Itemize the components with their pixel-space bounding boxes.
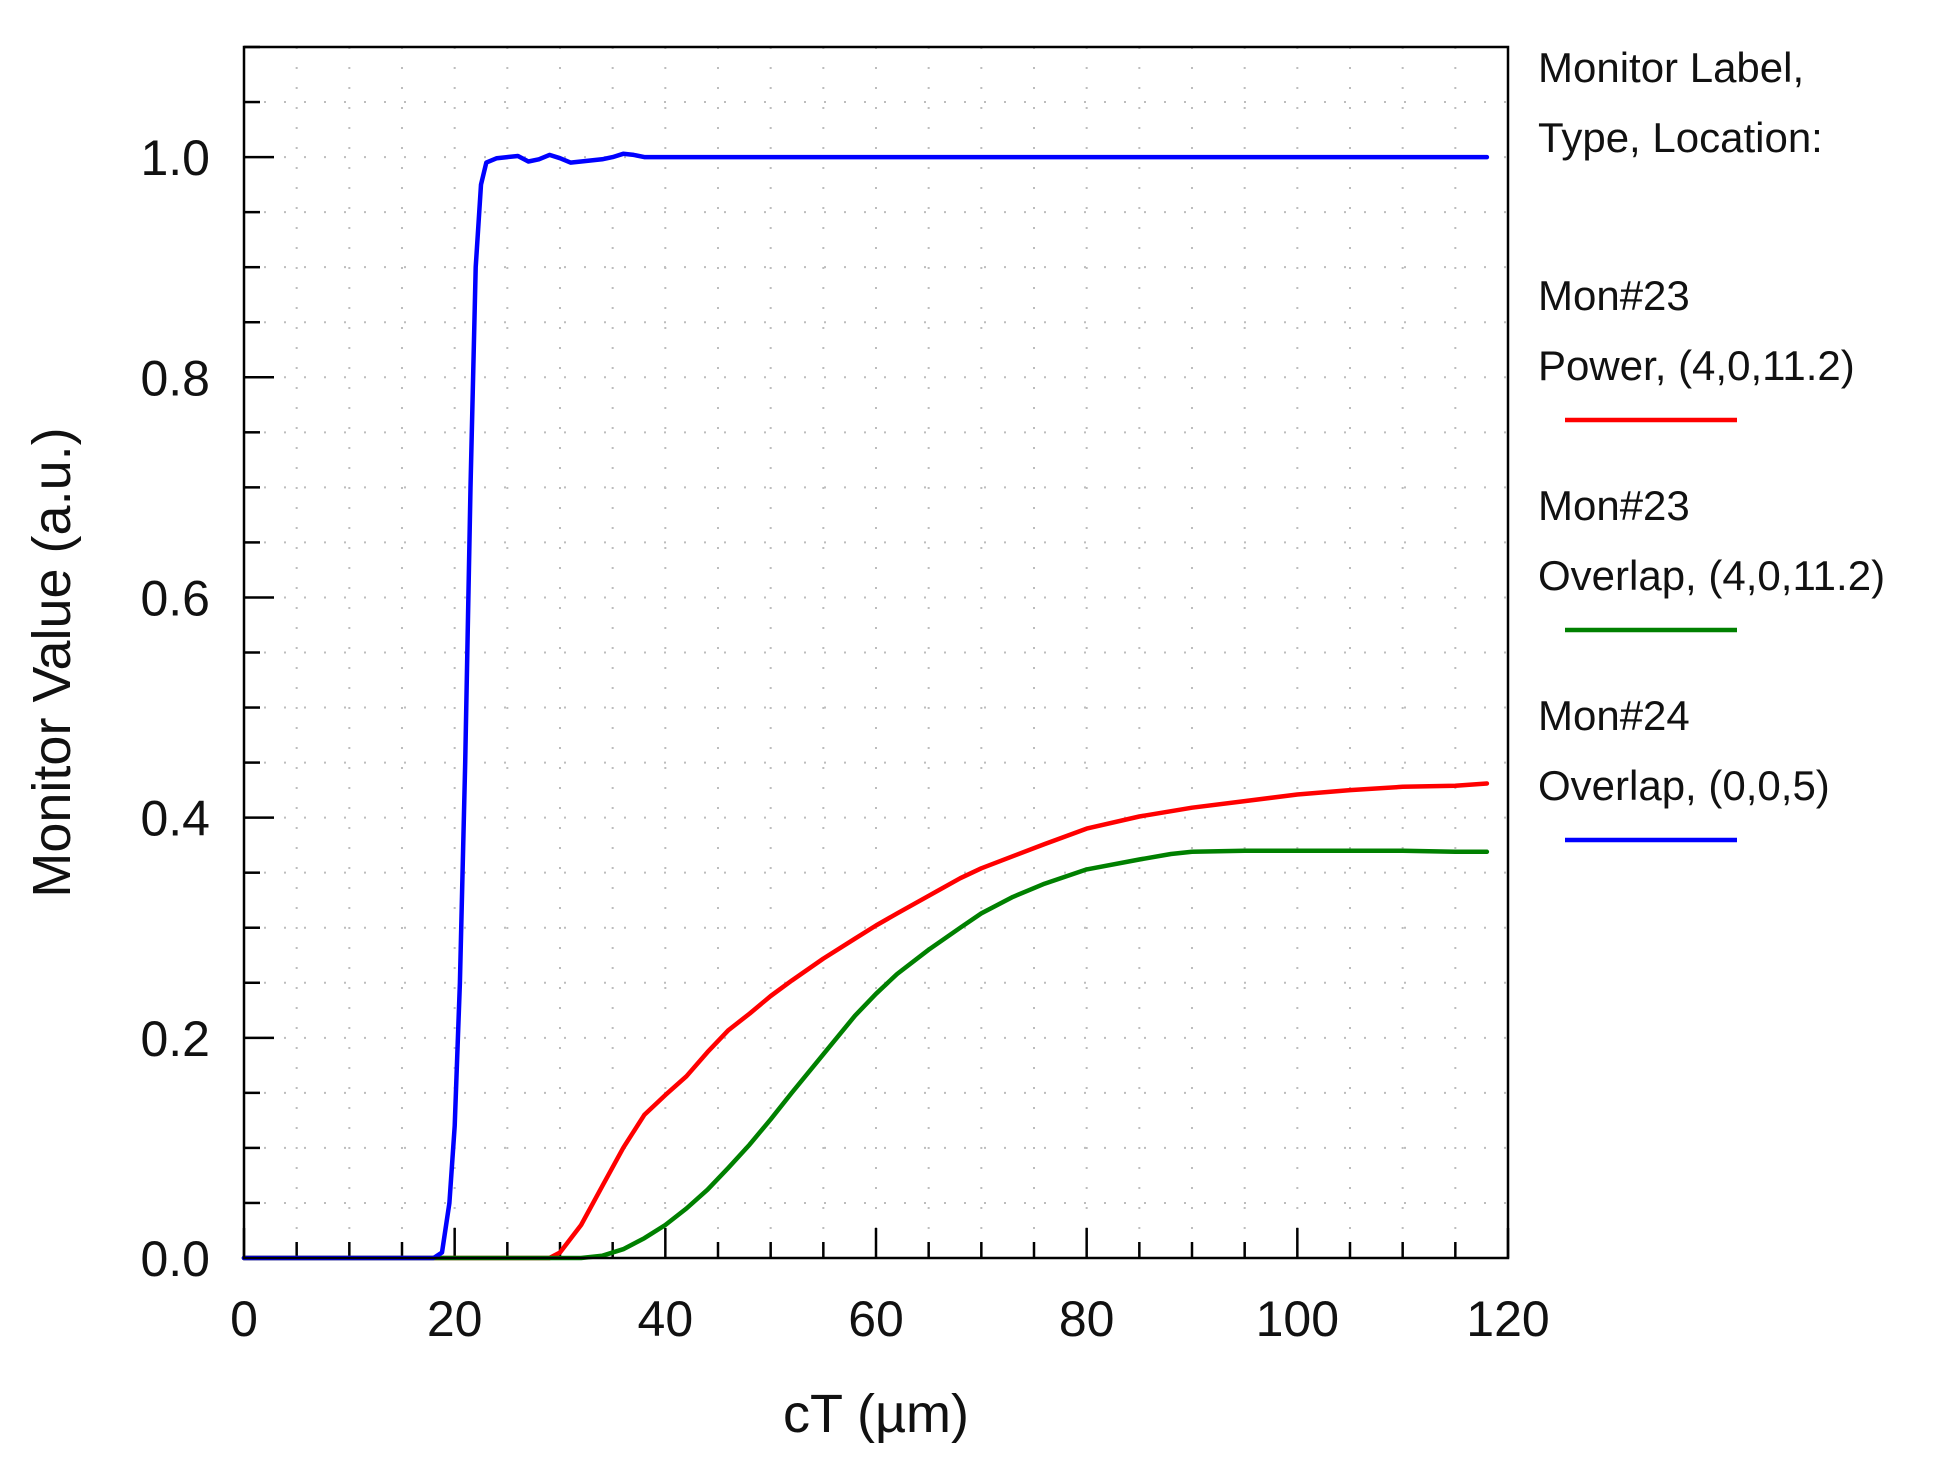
- x-tick-labels: 0 20 40 60 80 100 120: [230, 1291, 1550, 1347]
- y-tick-label: 0.8: [140, 350, 210, 406]
- legend-header-line-2: Type, Location:: [1538, 114, 1823, 161]
- series-line-1: [241, 781, 1490, 1261]
- y-tick-label: 0.6: [140, 570, 210, 626]
- legend-label-line-2: Overlap, (0,0,5): [1538, 762, 1830, 809]
- series-line-3: [241, 151, 1490, 1261]
- legend-item-2: Mon#23 Overlap, (4,0,11.2): [1538, 482, 1885, 633]
- x-tick-label: 60: [848, 1291, 904, 1347]
- x-tick-label: 80: [1059, 1291, 1115, 1347]
- legend-label-line-2: Power, (4,0,11.2): [1538, 342, 1855, 389]
- grid: [244, 47, 1508, 1258]
- y-tick-label: 0.4: [140, 791, 210, 847]
- legend-label-line-1: Mon#24: [1538, 692, 1690, 739]
- y-tick-label: 0.2: [140, 1011, 210, 1067]
- series-line-2: [241, 848, 1490, 1261]
- legend-item-3: Mon#24 Overlap, (0,0,5): [1538, 692, 1830, 843]
- y-tick-labels: 0.0 0.2 0.4 0.6 0.8 1.0: [140, 130, 210, 1287]
- y-tick-label: 1.0: [140, 130, 210, 186]
- legend-label-line-1: Mon#23: [1538, 272, 1690, 319]
- legend-item-1: Mon#23 Power, (4,0,11.2): [1538, 272, 1855, 423]
- minor-ticks: [244, 45, 1457, 1258]
- y-tick-label: 0.0: [140, 1231, 210, 1287]
- x-tick-label: 40: [638, 1291, 694, 1347]
- series-lines: [241, 151, 1490, 1261]
- legend-label-line-2: Overlap, (4,0,11.2): [1538, 552, 1885, 599]
- plot-frame: [242, 45, 1510, 1260]
- x-tick-label: 0: [230, 1291, 258, 1347]
- legend: Monitor Label, Type, Location: Mon#23 Pow…: [1538, 44, 1885, 843]
- x-tick-label: 100: [1256, 1291, 1339, 1347]
- legend-label-line-1: Mon#23: [1538, 482, 1690, 529]
- y-axis-title: Monitor Value (a.u.): [22, 427, 82, 897]
- x-axis-title: cT (µm): [783, 1384, 969, 1444]
- x-tick-label: 20: [427, 1291, 483, 1347]
- x-tick-label: 120: [1466, 1291, 1549, 1347]
- legend-header-line-1: Monitor Label,: [1538, 44, 1804, 91]
